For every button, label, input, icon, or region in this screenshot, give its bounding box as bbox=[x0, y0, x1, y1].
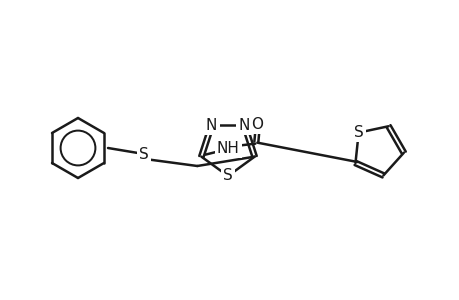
Text: S: S bbox=[353, 125, 363, 140]
Text: NH: NH bbox=[217, 141, 239, 156]
Text: N: N bbox=[238, 118, 250, 133]
Text: O: O bbox=[251, 117, 263, 132]
Text: S: S bbox=[223, 169, 232, 184]
Text: S: S bbox=[139, 146, 149, 161]
Text: N: N bbox=[206, 118, 217, 133]
